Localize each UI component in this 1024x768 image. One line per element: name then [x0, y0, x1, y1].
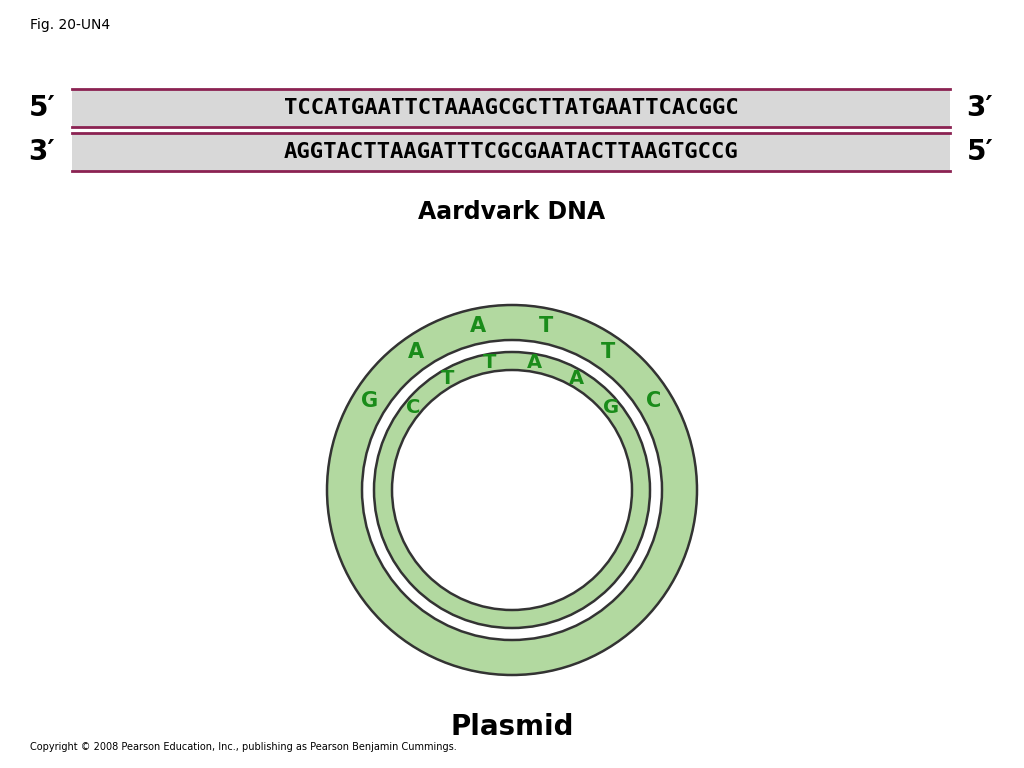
Text: 3′: 3′ [29, 138, 55, 166]
Text: A: A [470, 316, 486, 336]
Circle shape [392, 370, 632, 610]
Text: 5′: 5′ [29, 94, 55, 122]
Text: Copyright © 2008 Pearson Education, Inc., publishing as Pearson Benjamin Cumming: Copyright © 2008 Pearson Education, Inc.… [30, 742, 457, 752]
FancyBboxPatch shape [72, 89, 950, 127]
Text: G: G [361, 391, 379, 411]
Text: A: A [526, 353, 542, 372]
Text: Aardvark DNA: Aardvark DNA [419, 200, 605, 224]
Text: 5′: 5′ [967, 138, 993, 166]
Text: C: C [646, 391, 662, 411]
Text: A: A [569, 369, 584, 388]
Text: C: C [406, 398, 421, 416]
Text: Plasmid: Plasmid [451, 713, 573, 741]
Circle shape [327, 305, 697, 675]
Text: G: G [603, 398, 618, 416]
Text: 3′: 3′ [967, 94, 993, 122]
Text: T: T [600, 343, 614, 362]
Text: T: T [539, 316, 553, 336]
Circle shape [362, 340, 662, 640]
Circle shape [392, 370, 632, 610]
Circle shape [374, 352, 650, 628]
Text: A: A [409, 343, 425, 362]
Text: T: T [483, 353, 497, 372]
Text: Fig. 20-UN4: Fig. 20-UN4 [30, 18, 111, 32]
Text: T: T [440, 369, 455, 388]
FancyBboxPatch shape [72, 133, 950, 171]
Text: TCCATGAATTCTAAAGCGCTTATGAATTCACGGC: TCCATGAATTCTAAAGCGCTTATGAATTCACGGC [284, 98, 738, 118]
Text: AGGTACTTAAGATTTCGCGAATACTTAAGTGCCG: AGGTACTTAAGATTTCGCGAATACTTAAGTGCCG [284, 142, 738, 162]
